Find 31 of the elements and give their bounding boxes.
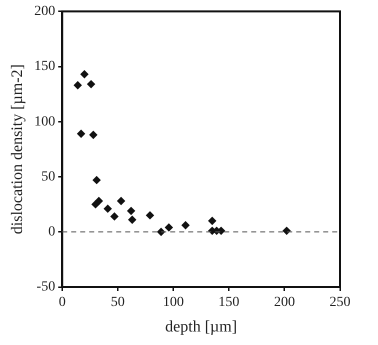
x-tick-label: 250	[330, 295, 350, 310]
x-tick-label: 50	[110, 295, 125, 310]
point	[164, 223, 173, 232]
point	[127, 206, 136, 215]
point	[94, 197, 103, 206]
y-tick-label: 100	[34, 114, 56, 130]
point	[92, 176, 101, 184]
point	[110, 212, 118, 220]
y-tick-label: -50	[36, 280, 56, 295]
point	[104, 204, 112, 213]
point	[146, 211, 154, 220]
point	[77, 130, 86, 138]
y-tick-label: 200	[34, 4, 56, 20]
y-tick-label: 150	[34, 59, 56, 74]
x-tick-label: 150	[218, 295, 240, 310]
point	[87, 80, 96, 88]
x-axis-title: depth [µm]	[165, 318, 238, 336]
x-tick-label: 200	[274, 295, 295, 310]
x-tick-label: 0	[58, 295, 66, 310]
point	[182, 221, 190, 230]
y-tick-label: 0	[48, 224, 56, 240]
point	[128, 216, 136, 224]
point	[208, 216, 216, 225]
point	[80, 70, 88, 78]
point	[74, 81, 82, 90]
x-tick-label: 100	[162, 295, 184, 310]
point	[89, 130, 98, 139]
y-axis-title: dislocation density [µm-2]	[8, 64, 26, 234]
point	[117, 197, 126, 206]
point	[282, 226, 291, 235]
y-tick-label: 50	[41, 169, 56, 184]
